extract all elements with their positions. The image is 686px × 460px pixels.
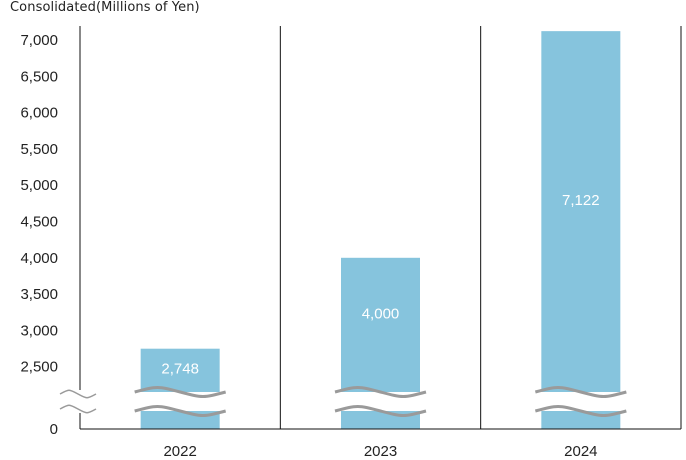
break-wave (334, 386, 427, 398)
bars (140, 31, 621, 430)
break-wave (534, 405, 627, 417)
y-tick-label: 3,500 (20, 286, 58, 303)
data-label: 4,000 (362, 305, 400, 322)
y-tick-label: 6,000 (20, 105, 58, 122)
x-tick-label: 2024 (564, 443, 597, 460)
axis-break-wave (59, 404, 97, 414)
category-dividers (279, 26, 682, 429)
axis-break-marks (59, 386, 627, 417)
chart-unit-label: Consolidated(Millions of Yen) (10, 0, 200, 15)
y-tick-label: 4,000 (20, 250, 58, 267)
break-wave (134, 386, 227, 398)
axis-break-gap (60, 390, 96, 413)
x-tick-label: 2023 (364, 443, 397, 460)
axis-break-wave (59, 389, 97, 399)
y-axis: 7,000 6,500 6,000 5,500 5,000 4,500 4,000 3,500… (20, 26, 81, 438)
data-labels: 2,748 4,000 7,122 (161, 192, 599, 378)
bar-2024 (541, 31, 621, 430)
y-tick-label: 5,000 (20, 177, 58, 194)
break-wave (134, 405, 227, 417)
y-tick-label: 2,500 (20, 359, 58, 376)
y-tick-label: 0 (50, 421, 58, 438)
break-wave (534, 386, 627, 398)
y-tick-label: 7,000 (20, 32, 58, 49)
data-label: 2,748 (161, 361, 199, 378)
break-wave (334, 405, 427, 417)
y-tick-label: 5,500 (20, 141, 58, 158)
y-tick-label: 6,500 (20, 68, 58, 85)
x-tick-label: 2022 (163, 443, 196, 460)
y-tick-label: 3,000 (20, 322, 58, 339)
x-axis: 2022 2023 2024 (80, 428, 681, 460)
y-tick-label: 4,500 (20, 214, 58, 231)
data-label: 7,122 (562, 192, 600, 209)
